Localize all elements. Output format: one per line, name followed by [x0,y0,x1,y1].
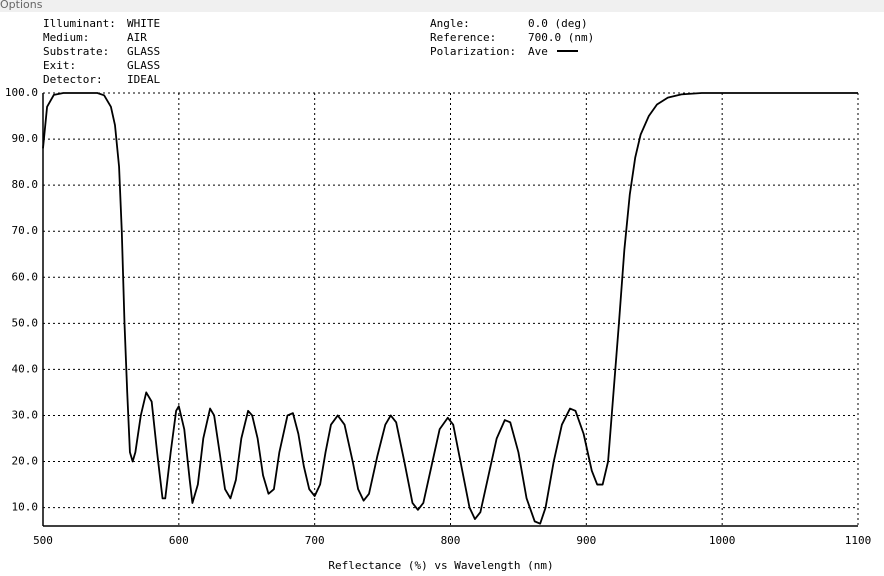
y-tick-label: 30.0 [12,408,39,421]
info-label: Detector: [43,73,103,86]
y-tick-label: 50.0 [12,316,39,329]
legend-label: Polarization: [430,45,516,58]
y-tick-label: 10.0 [12,501,39,514]
info-value: 700.0 (nm) [528,31,594,44]
info-label: Exit: [43,59,76,72]
y-tick-label: 20.0 [12,455,39,468]
info-label: Angle: [430,17,470,30]
y-tick-label: 40.0 [12,362,39,375]
info-value: GLASS [127,45,160,58]
x-tick-label: 1100 [845,534,872,547]
info-value: AIR [127,31,147,44]
x-tick-label: 600 [169,534,189,547]
info-label: Medium: [43,31,89,44]
info-label: Illuminant: [43,17,116,30]
y-tick-label: 80.0 [12,178,39,191]
y-tick-label: 90.0 [12,132,39,145]
legend-entry: Ave [528,45,548,58]
x-tick-label: 500 [33,534,53,547]
x-axis-label: Reflectance (%) vs Wavelength (nm) [328,559,553,572]
y-tick-label: 70.0 [12,224,39,237]
x-tick-label: 800 [441,534,461,547]
y-tick-label: 60.0 [12,270,39,283]
x-tick-label: 700 [305,534,325,547]
y-tick-label: 100.0 [5,86,38,99]
info-label: Substrate: [43,45,109,58]
info-value: WHITE [127,17,160,30]
info-value: IDEAL [127,73,160,86]
data-line [42,92,858,525]
info-value: 0.0 (deg) [528,17,588,30]
menu-item[interactable]: Options [0,0,43,11]
x-tick-label: 900 [576,534,596,547]
x-tick-label: 1000 [709,534,736,547]
info-value: GLASS [127,59,160,72]
info-label: Reference: [430,31,496,44]
menu-bar [0,0,884,12]
